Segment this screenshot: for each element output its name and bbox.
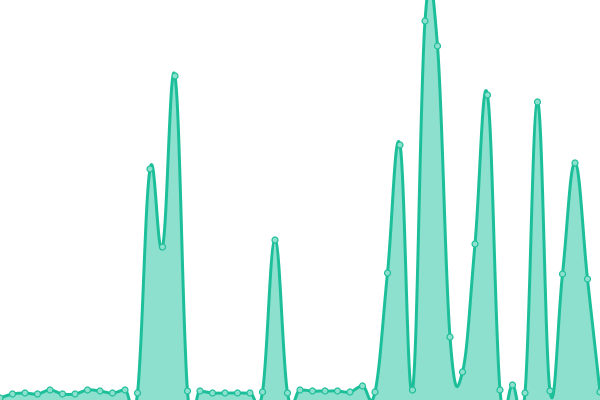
data-point-16 — [196, 387, 204, 395]
data-point-36 — [446, 333, 454, 341]
data-point-38 — [471, 240, 479, 248]
data-point-44 — [546, 387, 554, 395]
data-point-43 — [533, 98, 542, 106]
data-point-4 — [46, 386, 54, 394]
data-point-17 — [208, 389, 217, 397]
data-points — [0, 17, 600, 400]
data-point-14 — [171, 72, 179, 80]
data-point-46 — [571, 159, 579, 167]
data-point-47 — [583, 275, 592, 283]
data-point-39 — [483, 91, 492, 99]
data-point-13 — [158, 243, 167, 251]
data-point-12 — [146, 165, 154, 173]
data-point-15 — [183, 387, 192, 395]
data-point-6 — [71, 390, 79, 398]
data-point-20 — [246, 389, 254, 397]
data-point-35 — [433, 42, 442, 50]
data-point-0 — [0, 394, 4, 400]
data-point-5 — [58, 390, 67, 398]
data-point-37 — [458, 368, 467, 376]
data-point-27 — [333, 387, 342, 395]
data-point-41 — [508, 381, 517, 389]
data-point-40 — [496, 386, 504, 394]
data-point-2 — [21, 389, 29, 397]
data-point-32 — [396, 141, 404, 149]
data-point-28 — [346, 388, 354, 396]
data-point-9 — [108, 389, 117, 397]
data-point-24 — [296, 386, 304, 394]
data-point-31 — [383, 269, 392, 277]
data-point-25 — [308, 387, 317, 395]
data-point-21 — [258, 388, 267, 396]
data-point-23 — [283, 389, 292, 397]
data-point-29 — [358, 382, 367, 390]
data-point-18 — [221, 389, 229, 397]
data-point-7 — [83, 386, 92, 394]
data-point-10 — [121, 386, 129, 394]
data-point-19 — [233, 389, 242, 397]
data-point-34 — [421, 17, 429, 25]
data-point-26 — [321, 387, 329, 395]
data-point-33 — [408, 386, 417, 394]
data-point-3 — [33, 390, 42, 398]
data-point-22 — [271, 236, 279, 244]
data-point-1 — [8, 390, 17, 398]
data-point-48 — [596, 388, 600, 396]
data-point-8 — [96, 387, 104, 395]
data-point-42 — [521, 389, 529, 397]
data-point-30 — [371, 388, 379, 396]
data-point-11 — [133, 389, 142, 397]
data-point-45 — [558, 270, 567, 278]
